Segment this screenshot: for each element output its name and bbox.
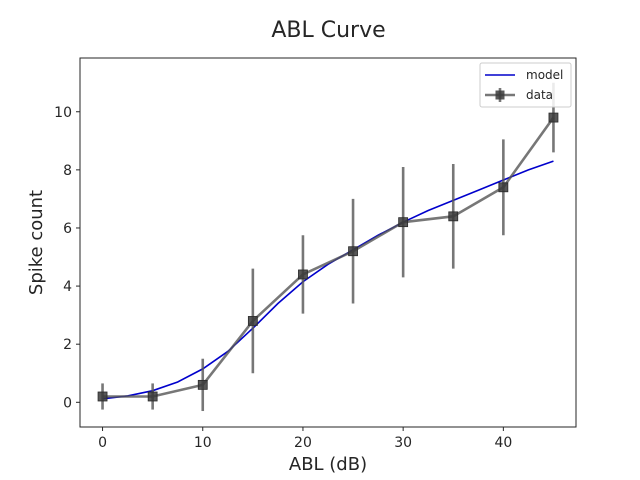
legend: model data (479, 62, 572, 108)
y-tick-label: 0 (63, 395, 72, 411)
chart-title: ABL Curve (271, 18, 385, 43)
x-tick-label: 0 (98, 435, 107, 451)
y-tick-label: 2 (63, 337, 72, 353)
legend-data-label: data (526, 88, 553, 102)
x-tick-label: 30 (394, 435, 412, 451)
x-tick-label: 10 (194, 435, 212, 451)
model-series-line (102, 160, 554, 400)
data-point-marker (247, 316, 258, 326)
data-point-marker (97, 391, 108, 402)
x-axis-label: ABL (dB) (289, 454, 367, 475)
data-point-marker (398, 217, 409, 228)
y-axis-label: Spike count (26, 190, 47, 295)
data-point-marker (197, 379, 208, 390)
y-tick-label: 8 (63, 163, 72, 179)
data-series-line (102, 116, 555, 398)
data-point-marker (348, 246, 358, 257)
x-axis: 0 10 20 30 40 (98, 427, 512, 451)
y-axis: 0 2 4 6 8 10 (54, 105, 80, 411)
data-point-marker (498, 182, 509, 193)
plot-area (79, 57, 577, 428)
x-tick-label: 40 (494, 435, 512, 451)
legend-data-swatch-marker (495, 90, 505, 100)
data-point-marker (548, 112, 559, 123)
data-point-marker (298, 269, 308, 280)
y-tick-label: 4 (63, 279, 72, 295)
y-tick-label: 6 (63, 221, 72, 237)
y-tick-label: 10 (54, 105, 72, 121)
data-point-marker (448, 211, 459, 222)
x-tick-label: 20 (294, 435, 312, 451)
data-point-marker (147, 391, 158, 402)
legend-model-label: model (526, 68, 563, 82)
